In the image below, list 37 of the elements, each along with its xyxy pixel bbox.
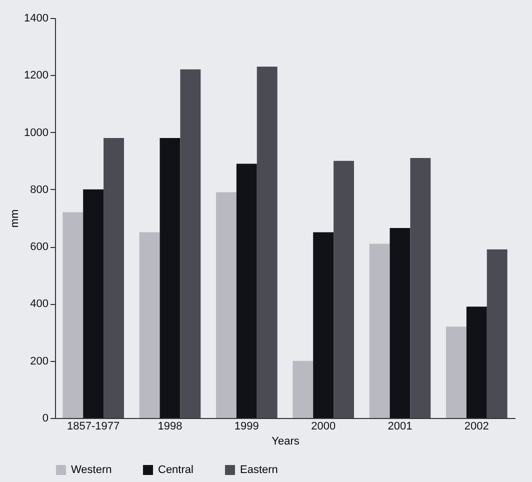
bar	[236, 164, 257, 418]
y-tick-label: 1000	[24, 126, 48, 139]
bar	[446, 326, 466, 418]
y-tick-label: 600	[30, 241, 48, 254]
bar	[216, 192, 236, 418]
y-tick-label: 1200	[24, 70, 48, 82]
y-tick-label: 800	[30, 184, 48, 196]
y-tick-label: 200	[30, 355, 48, 368]
bar	[256, 66, 278, 418]
bar	[62, 212, 84, 418]
bar	[369, 244, 390, 418]
y-tick-label: 400	[30, 298, 48, 310]
bar	[486, 249, 508, 418]
x-tick-label: 1999	[234, 420, 259, 432]
legend-label: Western	[71, 464, 112, 476]
bar	[139, 232, 160, 418]
x-tick-label: 2002	[464, 420, 489, 432]
x-tick-label: 2000	[311, 420, 336, 432]
bar	[334, 160, 354, 418]
bar	[410, 158, 431, 418]
bar	[83, 189, 104, 418]
bar	[313, 232, 334, 418]
x-axis-title: Years	[272, 436, 300, 448]
bar	[292, 360, 314, 418]
bar	[466, 306, 487, 418]
x-tick-label: 1998	[158, 420, 182, 432]
x-tick-label: 2001	[388, 420, 412, 432]
bar	[104, 138, 124, 418]
y-axis-title: mm	[9, 209, 22, 228]
x-tick-label: 1857-1977	[67, 420, 120, 432]
bar	[390, 228, 410, 418]
bar	[160, 138, 180, 418]
legend-label: Central	[158, 464, 194, 476]
y-tick-label: 0	[42, 412, 48, 424]
bar	[180, 69, 201, 418]
y-tick-label: 1400	[24, 12, 48, 24]
legend-label: Eastern	[240, 464, 278, 476]
